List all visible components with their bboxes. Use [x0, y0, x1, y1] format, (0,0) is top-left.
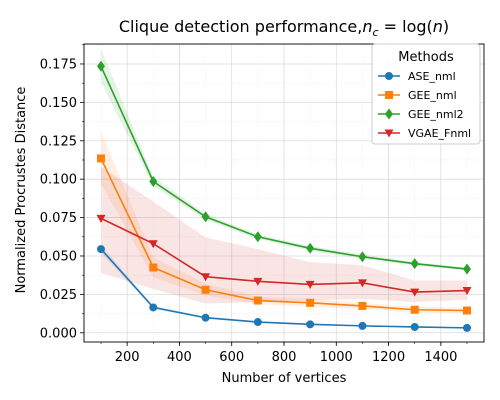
legend-item-vgae-fnml: VGAE_Fnml [378, 127, 471, 140]
legend-label-gee-nml: GEE_nml [408, 89, 457, 102]
line-vgae-fnml [100, 217, 468, 293]
point-gee-nml [149, 263, 158, 272]
chart-title: Clique detection performance,nc = log(n) [119, 17, 449, 39]
point-vgae-fnml [253, 277, 263, 286]
point-gee-nml2 [201, 211, 210, 223]
point-gee-nml2 [149, 175, 158, 187]
point-ase-nml [410, 322, 419, 331]
legend-marker-gee-nml [385, 91, 393, 99]
point-gee-nml2 [306, 242, 315, 254]
band-vgae-fnml [100, 166, 468, 304]
point-gee-nml [201, 285, 210, 294]
x-axis-ticks: 200 400 600 800 1000 1200 1400 [100, 342, 468, 365]
y-tick-label: 0.150 [40, 96, 77, 111]
point-gee-nml [358, 301, 367, 310]
y-tick-label: 0.025 [40, 288, 77, 303]
point-ase-nml [306, 320, 315, 329]
legend-box [371, 43, 481, 145]
legend-item-gee-nml2: GEE_nml2 [378, 108, 464, 121]
point-ase-nml [463, 323, 472, 332]
point-gee-nml [463, 306, 472, 315]
point-gee-nml [410, 305, 419, 314]
point-gee-nml2 [253, 231, 262, 243]
y-tick-label: 0.175 [40, 57, 77, 72]
x-tick-label: 400 [167, 350, 192, 365]
point-ase-nml [201, 313, 210, 322]
point-gee-nml [96, 154, 105, 163]
point-ase-nml [96, 245, 105, 254]
legend-item-ase-nml: ASE_nml [378, 70, 456, 83]
line-gee-nml [100, 158, 468, 312]
x-tick-label: 1400 [424, 350, 457, 365]
point-ase-nml [253, 318, 262, 327]
y-tick-label: 0.000 [40, 326, 77, 341]
legend-item-gee-nml: GEE_nml [378, 89, 457, 102]
x-tick-label: 1200 [372, 350, 405, 365]
legend: Methods ASE_nml GEE_nml GEE_nml2 VGAE_Fnml [371, 43, 481, 145]
legend-label-vgae-fnml: VGAE_Fnml [408, 127, 471, 140]
point-vgae-fnml [305, 280, 315, 289]
point-vgae-fnml [462, 287, 472, 296]
line-gee-nml2 [100, 65, 468, 270]
point-vgae-fnml [201, 273, 211, 282]
chart-title-text: Clique detection performance, [119, 17, 363, 36]
point-vgae-fnml [357, 279, 367, 288]
title-math-arg: n [433, 17, 443, 36]
y-tick-label: 0.125 [40, 134, 77, 149]
y-tick-label: 0.075 [40, 211, 77, 226]
legend-label-ase-nml: ASE_nml [408, 70, 456, 83]
x-tick-label: 800 [272, 350, 297, 365]
y-axis-label: Normalized Procrustes Distance [14, 87, 29, 294]
point-gee-nml2 [463, 263, 472, 275]
confidence-bands [100, 48, 468, 329]
point-vgae-fnml [410, 288, 420, 297]
point-gee-nml2 [358, 251, 367, 263]
point-vgae-fnml [96, 214, 106, 223]
x-tick-label: 1000 [320, 350, 353, 365]
title-math-close: ) [443, 17, 449, 36]
legend-label-gee-nml2: GEE_nml2 [408, 108, 464, 121]
y-axis-ticks: 0.000 0.025 0.050 0.075 0.100 0.125 0.150 0.175 [40, 44, 84, 341]
legend-title: Methods [398, 50, 454, 65]
point-ase-nml [358, 321, 367, 330]
point-gee-nml2 [96, 60, 105, 72]
legend-marker-gee-nml2 [385, 108, 393, 120]
point-vgae-fnml [148, 240, 158, 249]
point-gee-nml [253, 296, 262, 305]
point-gee-nml2 [410, 258, 419, 270]
title-math-n: n [362, 17, 372, 36]
title-math-eq: = log( [379, 17, 433, 36]
x-tick-label: 200 [115, 350, 140, 365]
legend-marker-vgae-fnml [384, 129, 394, 138]
series-lines [100, 65, 468, 329]
series-markers [96, 60, 472, 332]
point-gee-nml [306, 298, 315, 307]
y-tick-label: 0.100 [40, 173, 77, 188]
legend-items: ASE_nml GEE_nml GEE_nml2 VGAE_Fnml [378, 70, 471, 140]
title-math-subscript: c [372, 26, 378, 39]
y-tick-label: 0.050 [40, 249, 77, 264]
point-ase-nml [149, 303, 158, 312]
legend-marker-ase-nml [385, 72, 393, 80]
x-axis-label: Number of vertices [222, 371, 347, 386]
x-tick-label: 600 [219, 350, 244, 365]
line-ase-nml [100, 248, 468, 329]
